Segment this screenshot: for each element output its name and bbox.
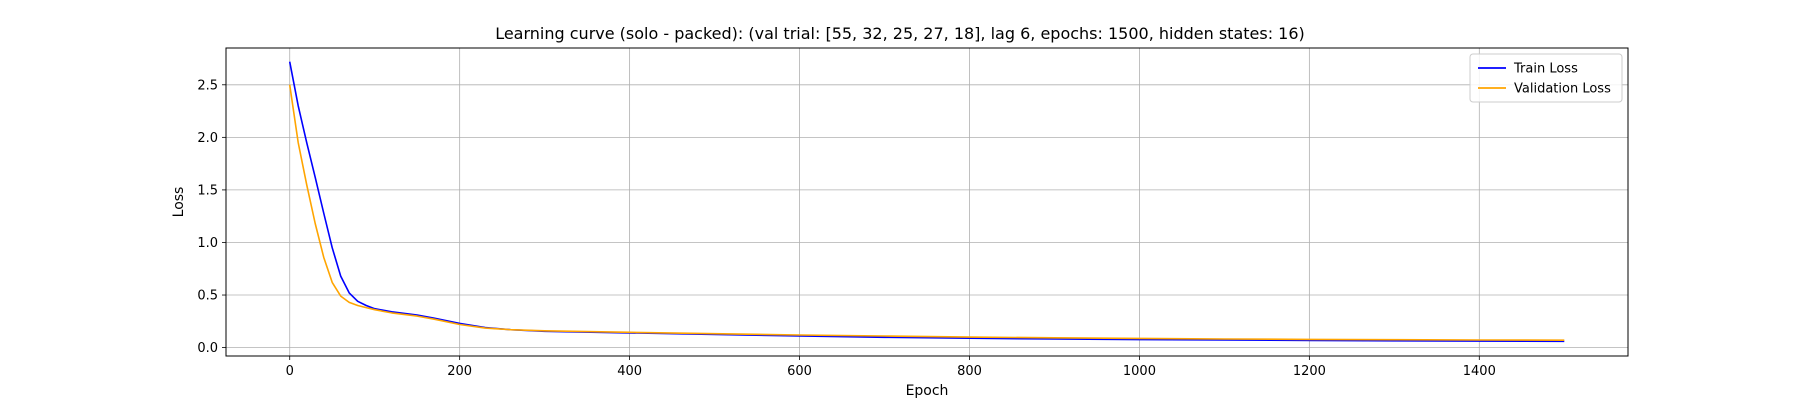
legend-entry-label: Train Loss bbox=[1513, 62, 1578, 77]
x-tick-label: 0 bbox=[286, 364, 294, 379]
y-tick-label: 1.5 bbox=[197, 183, 218, 198]
y-axis-label: Loss bbox=[171, 187, 187, 218]
y-tick-label: 1.0 bbox=[197, 236, 218, 251]
legend: Train Loss Validation Loss bbox=[1469, 53, 1623, 103]
y-tick-label: 2.5 bbox=[197, 78, 218, 93]
y-tick-label: 2.0 bbox=[197, 131, 218, 146]
x-tick-label: 1400 bbox=[1463, 364, 1496, 379]
x-axis-ticks: 0 200 400 600 800 1000 1200 1400 bbox=[286, 356, 1496, 379]
x-tick-label: 400 bbox=[617, 364, 642, 379]
series-line-1 bbox=[288, 84, 1565, 342]
series-line-0 bbox=[288, 61, 1565, 343]
y-tick-label: 0.0 bbox=[197, 341, 218, 356]
plot-area-frame bbox=[225, 47, 1629, 357]
x-tick-label: 1000 bbox=[1123, 364, 1156, 379]
series-lines bbox=[288, 61, 1565, 343]
x-tick-label: 600 bbox=[787, 364, 812, 379]
x-tick-label: 200 bbox=[447, 364, 472, 379]
y-tick-label: 0.5 bbox=[197, 289, 218, 304]
y-axis-ticks: 0.0 0.5 1.0 1.5 2.0 2.5 bbox=[197, 78, 226, 356]
grid-lines bbox=[226, 48, 1628, 356]
chart-title: Learning curve (solo - packed): (val tri… bbox=[495, 24, 1305, 43]
legend-box bbox=[1469, 53, 1623, 103]
x-tick-label: 1200 bbox=[1293, 364, 1326, 379]
x-axis-label: Epoch bbox=[906, 383, 949, 399]
x-tick-label: 800 bbox=[957, 364, 982, 379]
legend-entry-label: Validation Loss bbox=[1514, 82, 1611, 97]
